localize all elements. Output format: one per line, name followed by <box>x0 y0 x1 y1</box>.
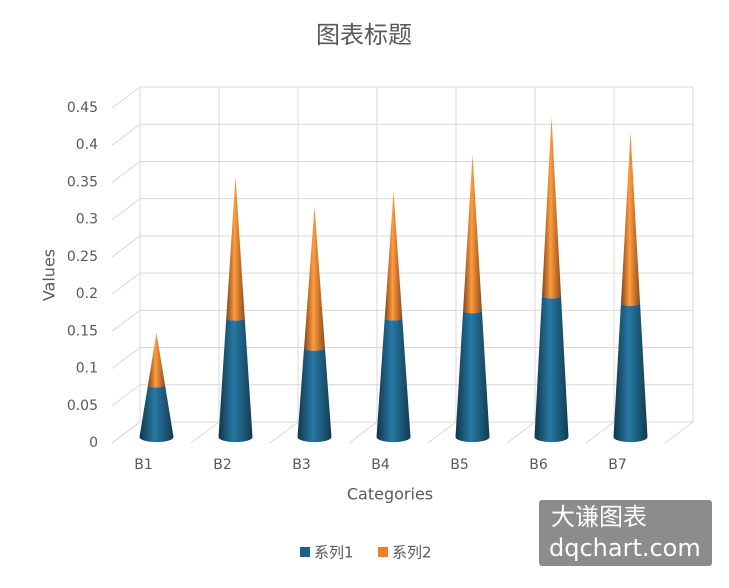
y-axis-title: Values <box>40 249 59 301</box>
floor-line <box>506 421 536 444</box>
grid-line <box>111 198 141 221</box>
grid-line <box>111 347 141 369</box>
y-tick-label: 0.3 <box>76 212 98 228</box>
y-tick-label: 0.05 <box>67 398 98 414</box>
cone-segment <box>534 295 569 443</box>
cone-segment <box>463 154 482 314</box>
legend: 系列1 系列2 <box>300 544 432 562</box>
legend-swatch <box>300 547 310 557</box>
x-tick-label: B7 <box>608 457 627 473</box>
cone-segment <box>376 317 411 443</box>
grid-line <box>111 123 141 146</box>
cone-segment <box>384 191 403 321</box>
x-tick-label: B1 <box>134 457 153 473</box>
grid-line <box>111 235 141 258</box>
y-tick-label: 0.15 <box>67 323 98 339</box>
y-tick-label: 0.4 <box>76 137 98 153</box>
y-tick-label: 0.35 <box>67 174 98 190</box>
watermark-text: 大谦图表 <box>551 503 647 531</box>
x-tick-label: B5 <box>450 457 469 473</box>
watermark-text: dqchart.com <box>549 534 701 562</box>
cone-segment <box>455 310 490 443</box>
legend-label: 系列1 <box>314 544 354 562</box>
floor-line <box>269 421 299 444</box>
cone-segment <box>226 176 245 321</box>
cone-segment <box>620 131 641 306</box>
cone-segment <box>613 303 648 443</box>
y-tick-label: 0.45 <box>67 100 98 116</box>
y-tick-label: 0.2 <box>76 286 98 302</box>
grid-line <box>111 384 141 407</box>
chart-title: 图表标题 <box>316 21 412 49</box>
grid-line <box>111 309 141 332</box>
y-tick-label: 0 <box>89 435 98 451</box>
cone-segment <box>542 116 561 299</box>
x-axis-title: Categories <box>347 485 433 504</box>
y-tick-label: 0.25 <box>67 249 98 265</box>
x-tick-label: B4 <box>371 457 390 473</box>
legend-label: 系列2 <box>392 544 432 562</box>
cone-segment <box>148 332 165 388</box>
floor-line <box>664 421 694 444</box>
legend-swatch <box>378 547 388 557</box>
grid-line <box>111 272 141 295</box>
x-tick-label: B3 <box>292 457 311 473</box>
floor-line <box>190 421 220 444</box>
grid-line <box>111 161 141 183</box>
y-tick-label: 0.1 <box>76 361 98 377</box>
floor-line <box>585 421 615 444</box>
x-tick-label: B2 <box>213 457 232 473</box>
cone-segment <box>304 206 325 351</box>
floor-line <box>111 421 141 444</box>
cone-segment <box>218 317 253 443</box>
floor-line <box>427 421 457 444</box>
x-tick-label: B6 <box>529 457 548 473</box>
floor-line <box>348 421 378 444</box>
grid-line <box>111 86 141 109</box>
cone-segment <box>139 384 174 443</box>
watermark-box <box>539 500 712 566</box>
cone-segment <box>297 347 332 443</box>
